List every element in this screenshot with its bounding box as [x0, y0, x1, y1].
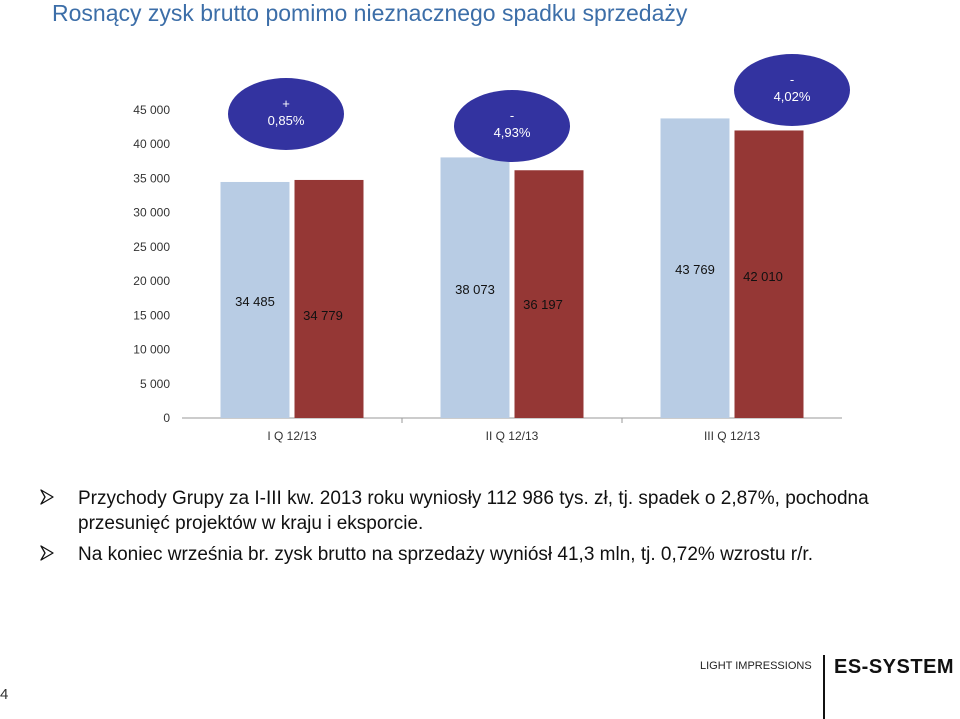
x-tick-label: III Q 12/13 [704, 429, 760, 443]
slide-title: Rosnący zysk brutto pomimo nieznacznego … [52, 0, 688, 26]
y-tick-label: 0 [163, 411, 170, 425]
y-tick-label: 5 000 [140, 377, 170, 391]
bar-chart: 0 5 000 10 000 15 000 20 000 25 000 30 000 35 0… [133, 54, 850, 443]
bullet-item-gross-profit: Na koniec września br. zysk brutto na sp… [40, 542, 958, 567]
company-logo: ES-SYSTEM [834, 656, 955, 678]
y-tick-label: 15 000 [133, 308, 170, 322]
change-annotation [734, 54, 850, 126]
y-tick-label: 40 000 [133, 137, 170, 151]
data-label: 36 197 [523, 297, 563, 312]
x-tick-label: II Q 12/13 [486, 429, 539, 443]
bullet-list: Przychody Grupy za I-III kw. 2013 roku w… [40, 486, 958, 573]
y-tick-label: 30 000 [133, 206, 170, 220]
x-tick-label: I Q 12/13 [267, 429, 317, 443]
change-annotation-label: 4,02% [774, 89, 811, 104]
footer-brand: LIGHT IMPRESSIONS [700, 660, 812, 672]
bar [660, 118, 730, 419]
bullet-item-revenue: Przychody Grupy za I-III kw. 2013 roku w… [40, 486, 958, 536]
data-label: 42 010 [743, 269, 783, 284]
data-label: 43 769 [675, 262, 715, 277]
arrow-bullet-icon [40, 545, 54, 561]
y-tick-label: 35 000 [133, 171, 170, 185]
change-annotation-label: 0,85% [268, 113, 305, 128]
change-annotation-sign: - [790, 72, 794, 87]
data-label: 38 073 [455, 282, 495, 297]
bullet-text: Na koniec września br. zysk brutto na sp… [78, 544, 813, 565]
y-tick-label: 20 000 [133, 274, 170, 288]
y-tick-label: 10 000 [133, 343, 170, 357]
y-tick-label: 25 000 [133, 240, 170, 254]
change-annotation-label: 4,93% [494, 125, 531, 140]
y-tick-label: 45 000 [133, 103, 170, 117]
bar [734, 130, 804, 418]
bar [294, 179, 364, 418]
change-annotation-sign: + [282, 96, 290, 111]
data-label: 34 779 [303, 308, 343, 323]
data-label: 34 485 [235, 294, 275, 309]
change-annotation [454, 90, 570, 162]
arrow-bullet-icon [40, 489, 54, 505]
page-number: 4 [0, 686, 9, 703]
change-annotation-sign: - [510, 108, 514, 123]
bar [220, 181, 290, 418]
bar [440, 157, 510, 418]
change-annotation [228, 78, 344, 150]
bullet-text: Przychody Grupy za I-III kw. 2013 roku w… [78, 488, 869, 534]
bar [514, 170, 584, 418]
footer-divider [823, 655, 825, 719]
